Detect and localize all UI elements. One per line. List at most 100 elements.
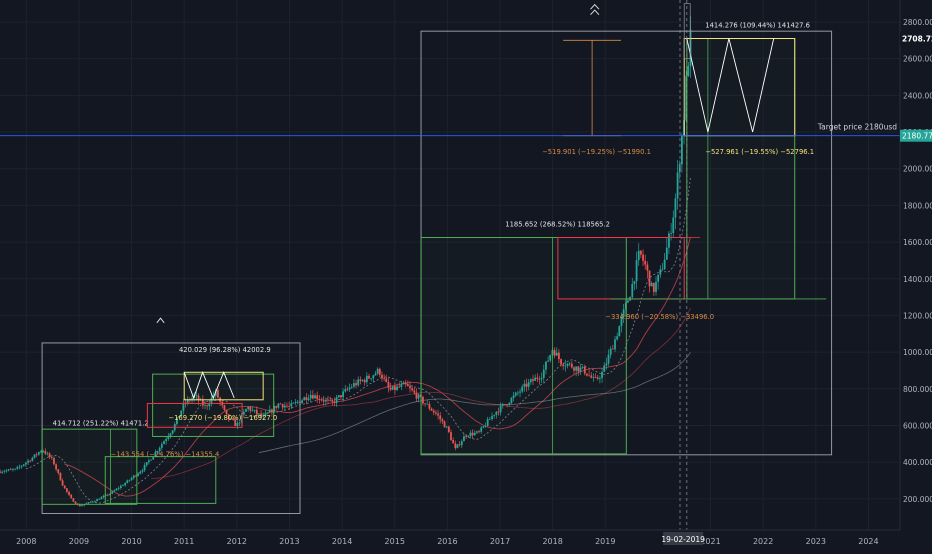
candle-body [163,441,165,445]
candle-body [275,405,278,408]
candle-body [633,281,636,285]
candle-body [493,414,496,416]
candle-body [469,432,472,437]
candle-body [225,409,228,415]
measure-label: −334.960 (−20.58%) −33496.0 [605,313,714,321]
candle-body [603,365,606,372]
candle-body [94,501,96,502]
chevron-up-icon[interactable] [156,317,165,324]
candle-body [486,419,489,426]
candle-body [337,395,340,398]
candle-body [186,399,189,403]
range-box-gray-1[interactable] [41,342,301,514]
measure-box-green-2[interactable] [104,456,217,504]
candle-body [422,396,424,404]
candle-body [655,281,657,292]
candle-body [113,490,116,492]
candle-body [91,501,94,503]
candle-body [644,260,647,265]
candle-body [152,456,155,460]
candle-body [167,436,170,439]
candle-body [128,479,131,481]
measure-box-green-4[interactable] [420,236,627,455]
candle-body [581,366,584,368]
candle-body [519,391,521,393]
candle-body [154,452,157,457]
candle-body [598,377,601,379]
candle-body [499,405,502,413]
pattern-box-yellow-2[interactable] [683,38,796,137]
candle-body [137,473,140,476]
candle-body [46,453,49,455]
candle-body [609,348,612,355]
candle-body [0,471,1,473]
measure-label: −143.554 (−24.76%) −14355.4 [111,451,220,459]
candle-body [639,250,642,255]
drawings[interactable]: 414.712 (251.22%) 41471.2 −143.554 (−24.7… [0,0,900,530]
zigzag-pattern-1[interactable] [183,371,235,400]
measure-box-red-1[interactable] [146,402,243,428]
measure-label: −527.961 (−19.55%) −52796.1 [705,148,814,156]
candle-body [124,483,127,486]
candle-body [329,399,332,401]
candle-body [417,394,420,399]
candle-body [255,409,258,415]
measure-box-red-2[interactable] [557,236,685,300]
y-tick-label: 600.000 [903,421,932,430]
candle-body [322,400,325,402]
candle-body [400,384,403,387]
candle-body [57,469,60,474]
candle-body [665,247,668,260]
time-axis[interactable]: 2008 2009 2010 2011 2012 2013 2014 2015 2016 2017… [16,537,878,546]
candle-body [579,367,582,372]
candle-body [288,406,291,407]
candle-body [18,466,21,468]
candle-body [204,405,206,407]
candle-body [445,426,448,428]
candle-body [437,413,439,416]
y-tick-label: 1800.000 [903,201,932,210]
candle-body [350,386,353,388]
candle-body [491,415,493,419]
candle-body [251,409,254,411]
candle-body [81,505,83,507]
x-tick-label: 2012 [227,537,247,546]
y-tick-label: 800.000 [903,385,932,394]
candle-body [37,452,40,455]
zigzag-pattern-2[interactable] [686,38,775,133]
candle-body [439,415,442,420]
y-tick-label: 1000.000 [903,348,932,357]
candle-body [385,378,388,382]
chevron-up-icon[interactable] [590,3,600,10]
candle-body [55,464,58,470]
candle-body [426,403,429,405]
candle-body [44,451,47,454]
candle-body [605,363,608,366]
candle-body [542,369,545,378]
candle-body [443,421,446,428]
selection-marker[interactable] [683,3,691,60]
candle-body [132,475,135,478]
measure-box-green-1[interactable] [41,428,138,505]
candle-body [331,400,334,402]
candle-body [622,309,625,317]
candle-body [277,403,280,408]
candle-body [560,359,562,365]
pattern-box-yellow-1[interactable] [183,371,264,401]
candle-body [659,269,662,275]
candle-body [676,172,679,199]
candle-body [42,451,45,452]
candle-body [398,386,401,388]
x-tick-label: 2023 [806,537,826,546]
candle-body [160,444,163,448]
chevron-up-icon[interactable] [590,9,600,16]
measure-box-green-3[interactable] [152,373,275,437]
candle-body [7,469,10,471]
candle-body [324,399,327,402]
candle-body [74,501,77,504]
candle-body [471,432,474,436]
candle-body [348,387,351,390]
candle-body [191,398,193,401]
